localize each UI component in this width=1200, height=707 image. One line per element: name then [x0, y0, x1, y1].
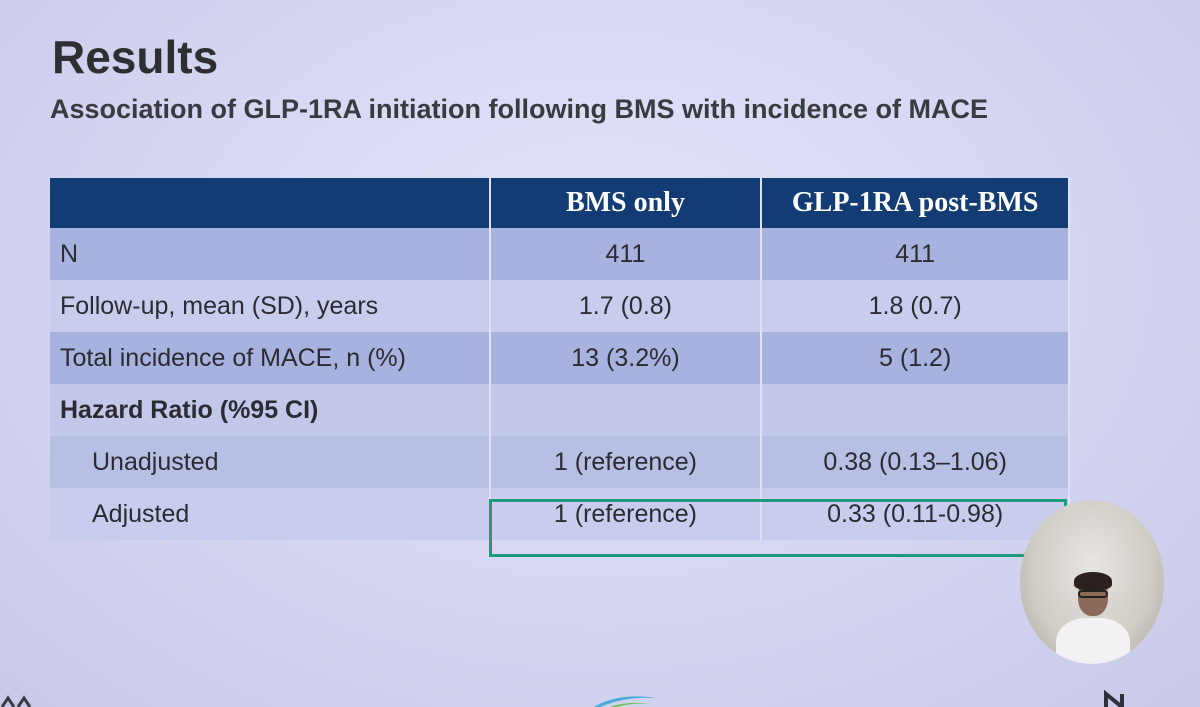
row-label: Hazard Ratio (%95 CI)	[50, 384, 491, 436]
bms-only-cell: 1 (reference)	[489, 488, 763, 540]
table-row: Total incidence of MACE, n (%) 13 (3.2%)…	[50, 332, 1070, 384]
glp1ra-cell: 1.8 (0.7)	[761, 280, 1070, 332]
results-table: BMS only GLP-1RA post-BMS N 411 411 Foll…	[50, 178, 1070, 540]
table-row: Adjusted 1 (reference) 0.33 (0.11-0.98)	[50, 488, 1070, 540]
slide-subtitle: Association of GLP-1RA initiation follow…	[50, 94, 988, 124]
slide-title: Results	[52, 31, 219, 83]
table-row: Follow-up, mean (SD), years 1.7 (0.8) 1.…	[50, 280, 1070, 332]
corner-n-mark	[1104, 689, 1124, 707]
row-label: Total incidence of MACE, n (%)	[50, 332, 491, 384]
glp1ra-cell: 5 (1.2)	[761, 332, 1070, 384]
table-header-cell	[50, 178, 491, 228]
presenter-video-thumbnail	[1020, 500, 1164, 664]
bms-only-cell: 411	[489, 228, 763, 280]
corner-logo-fragment	[0, 695, 32, 707]
table-row: N 411 411	[50, 228, 1070, 280]
swoosh-logo	[593, 696, 656, 707]
row-label: Follow-up, mean (SD), years	[50, 280, 491, 332]
row-label: Adjusted	[50, 488, 491, 540]
bms-only-cell: 1.7 (0.8)	[489, 280, 763, 332]
row-label: N	[50, 228, 491, 280]
bms-only-cell: 13 (3.2%)	[489, 332, 763, 384]
table-row: Hazard Ratio (%95 CI)	[50, 384, 1070, 436]
presenter-hair	[1074, 572, 1112, 590]
presenter-glasses	[1078, 590, 1108, 598]
glp1ra-cell: 0.38 (0.13–1.06)	[761, 436, 1070, 488]
table-row: Unadjusted 1 (reference) 0.38 (0.13–1.06…	[50, 436, 1070, 488]
glp1ra-cell: 411	[761, 228, 1070, 280]
presenter-body	[1056, 618, 1130, 664]
row-label: Unadjusted	[50, 436, 491, 488]
table-header-cell: GLP-1RA post-BMS	[761, 178, 1070, 228]
glp1ra-cell: 0.33 (0.11-0.98)	[761, 488, 1070, 540]
table-header-row: BMS only GLP-1RA post-BMS	[50, 178, 1070, 228]
bms-only-cell	[489, 384, 763, 436]
bms-only-cell: 1 (reference)	[489, 436, 763, 488]
table-header-cell: BMS only	[489, 178, 763, 228]
glp1ra-cell	[761, 384, 1070, 436]
